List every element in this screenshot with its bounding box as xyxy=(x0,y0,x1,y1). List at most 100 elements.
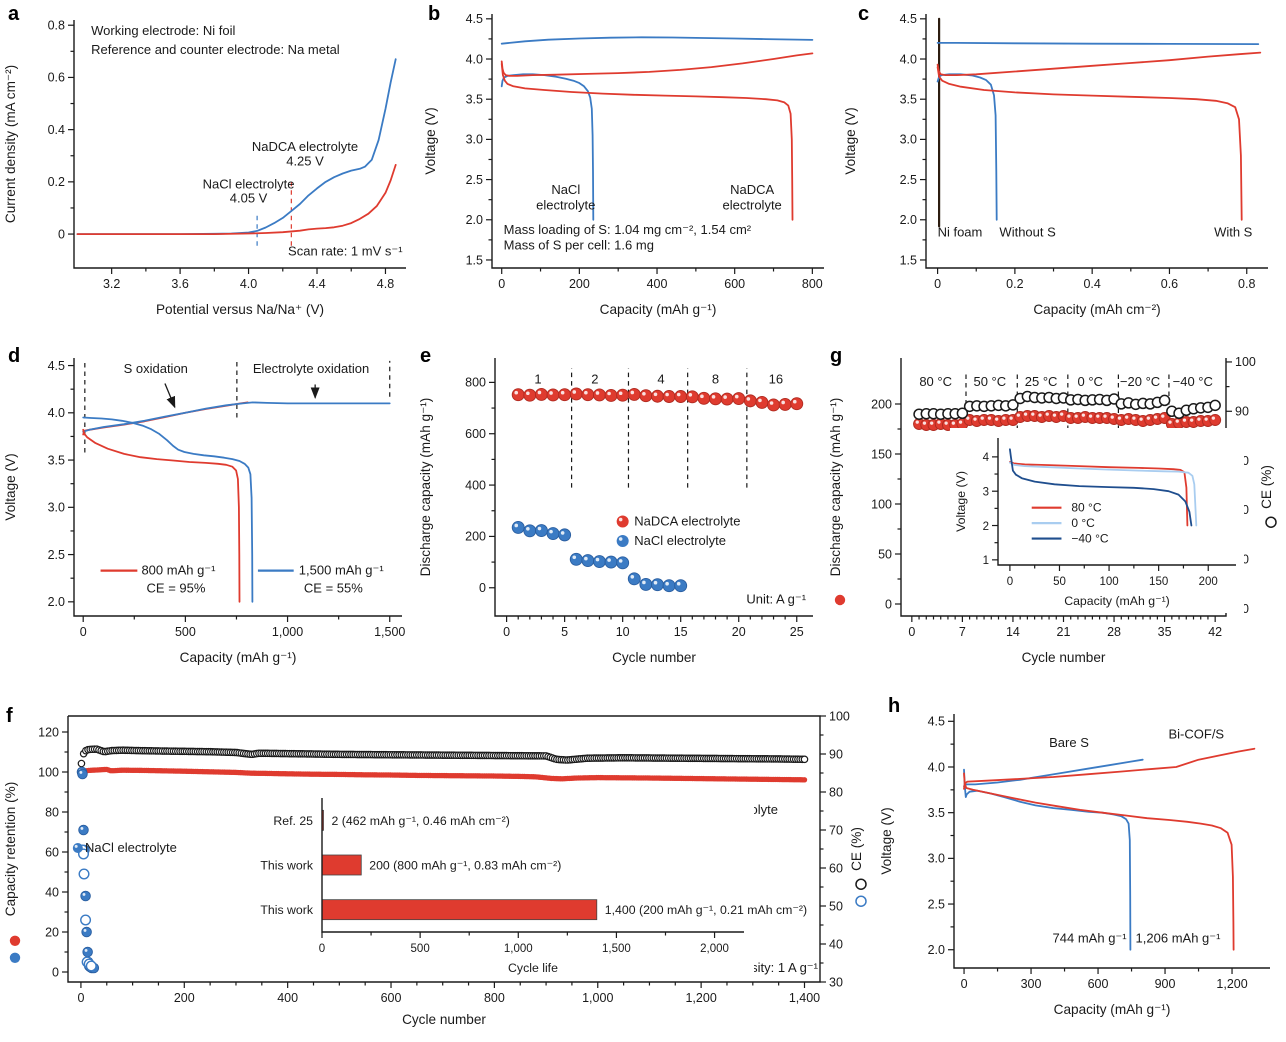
svg-text:400: 400 xyxy=(465,478,486,492)
svg-text:Cycle number: Cycle number xyxy=(402,1012,486,1027)
svg-text:0.6: 0.6 xyxy=(48,71,65,85)
svg-text:electrolyte: electrolyte xyxy=(723,197,782,212)
svg-text:1,206 mAh g⁻¹: 1,206 mAh g⁻¹ xyxy=(1136,930,1222,945)
svg-text:35: 35 xyxy=(1158,625,1172,639)
svg-text:4.5: 4.5 xyxy=(466,12,483,26)
svg-text:50: 50 xyxy=(829,899,843,913)
svg-text:1.5: 1.5 xyxy=(900,253,917,267)
svg-text:800: 800 xyxy=(484,991,505,1005)
svg-text:600: 600 xyxy=(465,427,486,441)
svg-text:28: 28 xyxy=(1107,625,1121,639)
panel-h-letter: h xyxy=(888,695,901,717)
svg-text:Mass loading of S: 1.04 mg cm⁻: Mass loading of S: 1.04 mg cm⁻², 1.54 cm… xyxy=(504,222,752,237)
svg-text:0: 0 xyxy=(885,597,892,611)
svg-text:1,000: 1,000 xyxy=(504,943,533,955)
svg-text:Discharge capacity (mAh g⁻¹): Discharge capacity (mAh g⁻¹) xyxy=(418,398,433,577)
svg-text:Voltage (V): Voltage (V) xyxy=(954,471,968,532)
svg-text:Cycle life: Cycle life xyxy=(508,961,558,975)
svg-text:This work: This work xyxy=(260,859,313,873)
panel-e-letter: e xyxy=(420,345,432,367)
panel-b-letter: b xyxy=(428,3,441,25)
svg-text:15: 15 xyxy=(674,625,688,639)
svg-text:8: 8 xyxy=(712,372,719,387)
svg-text:3.0: 3.0 xyxy=(900,133,917,147)
svg-text:100: 100 xyxy=(1235,355,1256,369)
svg-text:60: 60 xyxy=(45,845,59,859)
svg-text:4.5: 4.5 xyxy=(48,359,65,373)
svg-text:0: 0 xyxy=(479,581,486,595)
svg-text:50 °C: 50 °C xyxy=(973,374,1006,389)
svg-text:600: 600 xyxy=(724,277,745,291)
svg-text:S oxidation: S oxidation xyxy=(124,361,188,376)
svg-text:0.6: 0.6 xyxy=(1161,277,1178,291)
svg-text:120: 120 xyxy=(38,725,59,739)
svg-text:3.0: 3.0 xyxy=(928,852,945,866)
svg-text:NaCl electrolyte: NaCl electrolyte xyxy=(203,176,295,191)
svg-text:300: 300 xyxy=(1021,977,1042,991)
svg-text:NaCl electrolyte: NaCl electrolyte xyxy=(634,533,726,548)
panel-g-letter: g xyxy=(830,345,843,367)
svg-text:500: 500 xyxy=(175,625,196,639)
svg-text:0.4: 0.4 xyxy=(1083,277,1100,291)
svg-text:Bi-COF/S: Bi-COF/S xyxy=(1168,727,1224,742)
svg-text:0: 0 xyxy=(498,277,505,291)
svg-text:100: 100 xyxy=(1099,576,1118,588)
svg-text:1,400: 1,400 xyxy=(789,991,820,1005)
svg-text:CE (%): CE (%) xyxy=(1259,465,1274,509)
svg-text:NaCl: NaCl xyxy=(551,182,580,197)
svg-text:4.0: 4.0 xyxy=(240,277,257,291)
svg-text:NaDCA electrolyte: NaDCA electrolyte xyxy=(252,139,358,154)
svg-text:1,500: 1,500 xyxy=(374,625,405,639)
svg-text:0: 0 xyxy=(77,991,84,1005)
svg-text:Capacity (mAh cm⁻²): Capacity (mAh cm⁻²) xyxy=(1033,302,1160,317)
panel-d-letter: d xyxy=(8,345,21,367)
svg-text:Ni foam: Ni foam xyxy=(938,225,983,240)
svg-text:800 mAh g⁻¹: 800 mAh g⁻¹ xyxy=(141,562,216,577)
svg-text:1,200: 1,200 xyxy=(1216,977,1247,991)
svg-text:16: 16 xyxy=(769,372,783,387)
svg-text:0: 0 xyxy=(908,625,915,639)
svg-text:3.5: 3.5 xyxy=(48,453,65,467)
svg-text:800: 800 xyxy=(465,376,486,390)
svg-text:4.05 V: 4.05 V xyxy=(230,191,268,206)
svg-text:80 °C: 80 °C xyxy=(919,374,952,389)
panel-a-letter: a xyxy=(8,3,20,25)
svg-text:electrolyte: electrolyte xyxy=(536,197,595,212)
svg-text:744 mAh g⁻¹: 744 mAh g⁻¹ xyxy=(1053,930,1128,945)
svg-text:CE = 55%: CE = 55% xyxy=(304,580,363,595)
svg-text:4.0: 4.0 xyxy=(900,52,917,66)
svg-text:5: 5 xyxy=(561,625,568,639)
svg-text:Electrolyte oxidation: Electrolyte oxidation xyxy=(253,361,369,376)
svg-text:3.0: 3.0 xyxy=(466,133,483,147)
svg-text:With S: With S xyxy=(1214,225,1253,240)
svg-text:4.4: 4.4 xyxy=(308,277,325,291)
svg-text:100: 100 xyxy=(829,709,850,723)
svg-text:Cycle number: Cycle number xyxy=(1022,650,1106,665)
svg-text:Capacity retention (%): Capacity retention (%) xyxy=(3,782,18,916)
svg-text:90: 90 xyxy=(829,747,843,761)
svg-text:0: 0 xyxy=(1007,576,1013,588)
svg-text:2: 2 xyxy=(983,521,989,533)
svg-text:3.5: 3.5 xyxy=(928,806,945,820)
svg-text:−40 °C: −40 °C xyxy=(1173,374,1213,389)
svg-text:600: 600 xyxy=(381,991,402,1005)
svg-text:Working electrode: Ni foil: Working electrode: Ni foil xyxy=(91,23,235,38)
svg-text:3.5: 3.5 xyxy=(466,93,483,107)
svg-text:500: 500 xyxy=(411,943,430,955)
svg-text:1: 1 xyxy=(983,555,989,567)
svg-text:Mass of S per cell: 1.6 mg: Mass of S per cell: 1.6 mg xyxy=(504,238,654,253)
svg-text:3.2: 3.2 xyxy=(103,277,120,291)
svg-text:2.0: 2.0 xyxy=(928,943,945,957)
svg-text:30: 30 xyxy=(829,975,843,989)
svg-text:0.8: 0.8 xyxy=(1238,277,1255,291)
svg-text:40: 40 xyxy=(829,937,843,951)
svg-text:80 °C: 80 °C xyxy=(1071,500,1101,514)
svg-text:4: 4 xyxy=(657,372,664,387)
svg-text:−20 °C: −20 °C xyxy=(1120,374,1160,389)
svg-text:Voltage (V): Voltage (V) xyxy=(879,807,894,874)
svg-text:4: 4 xyxy=(983,452,990,464)
svg-text:Potential versus Na/Na⁺ (V): Potential versus Na/Na⁺ (V) xyxy=(156,302,324,317)
svg-text:Ref. 25: Ref. 25 xyxy=(273,814,313,828)
